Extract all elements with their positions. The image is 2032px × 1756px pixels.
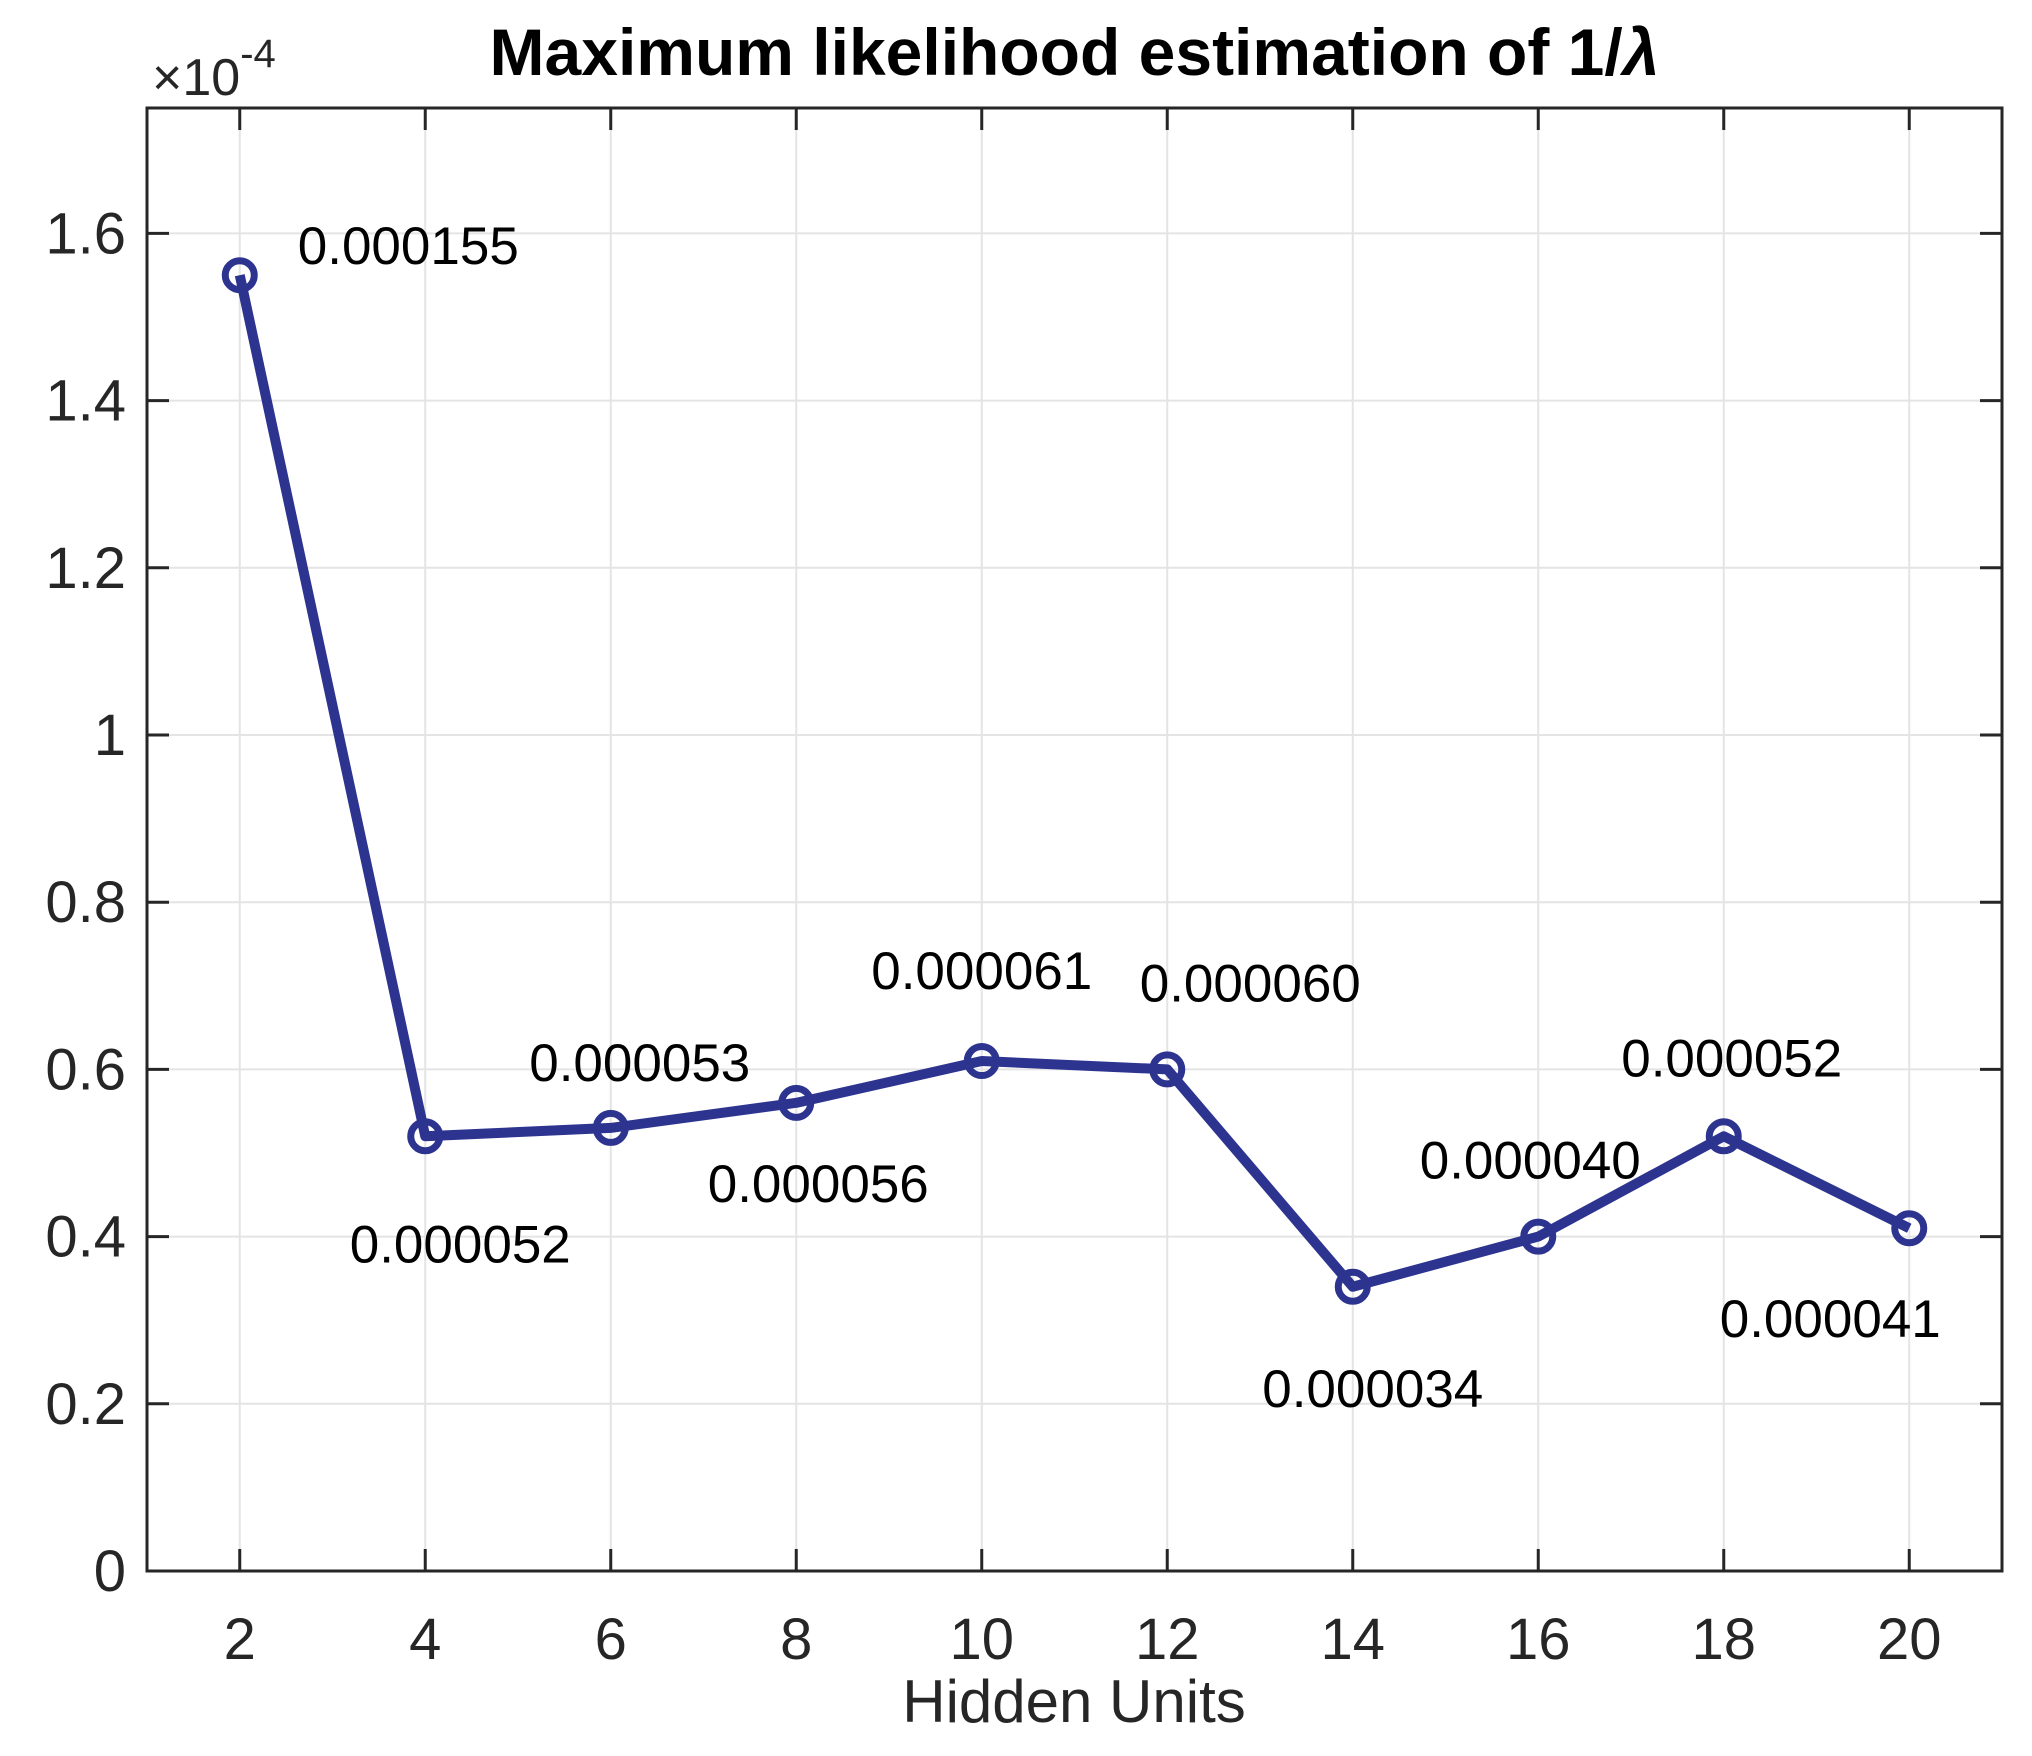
y-tick-label: 0.8 bbox=[45, 870, 126, 935]
x-tick-label: 6 bbox=[595, 1607, 627, 1672]
y-tick-label: 1 bbox=[94, 703, 126, 768]
x-tick-label: 4 bbox=[409, 1607, 441, 1672]
x-tick-label: 8 bbox=[780, 1607, 812, 1672]
point-value-label: 0.000155 bbox=[298, 217, 519, 276]
y-tick-label: 0 bbox=[94, 1539, 126, 1604]
y-tick-label: 0.4 bbox=[45, 1205, 126, 1270]
y-axis-exponent-label: ×10-4 bbox=[152, 32, 276, 107]
grid bbox=[147, 108, 2002, 1571]
data-point-marker bbox=[1334, 1268, 1371, 1305]
chart-title: Maximum likelihood estimation of 1/λ bbox=[147, 14, 2002, 90]
axes-box bbox=[145, 106, 2004, 1573]
data-point-marker bbox=[592, 1109, 629, 1146]
point-value-label: 0.000052 bbox=[1621, 1029, 1842, 1088]
y-tick-label: 1.6 bbox=[45, 201, 126, 266]
data-point-marker bbox=[407, 1118, 444, 1155]
y-tick-label: 1.4 bbox=[45, 369, 126, 434]
point-value-label: 0.000052 bbox=[350, 1215, 571, 1274]
point-value-label: 0.000041 bbox=[1720, 1290, 1941, 1349]
point-labels: 0.000155 0.000052 0.000053 0.000056 0.000061… bbox=[298, 217, 1941, 1419]
data-line bbox=[234, 274, 1912, 1292]
x-tick-label: 18 bbox=[1691, 1607, 1756, 1672]
x-tick-label: 14 bbox=[1320, 1607, 1385, 1672]
x-axis-label: Hidden Units bbox=[902, 1668, 1246, 1735]
point-value-label: 0.000060 bbox=[1140, 954, 1361, 1013]
x-tick-label: 10 bbox=[949, 1607, 1014, 1672]
point-value-label: 0.000061 bbox=[871, 942, 1092, 1001]
x-tick-label: 12 bbox=[1135, 1607, 1200, 1672]
point-value-label: 0.000053 bbox=[529, 1034, 750, 1093]
y-tick-label: 1.2 bbox=[45, 536, 126, 601]
y-exponent-power: -4 bbox=[240, 32, 276, 76]
x-tick-label: 20 bbox=[1877, 1607, 1942, 1672]
data-point-marker bbox=[1149, 1051, 1186, 1088]
point-value-label: 0.000056 bbox=[708, 1155, 929, 1214]
y-tick-label: 0.6 bbox=[45, 1037, 126, 1102]
data-point-marker bbox=[1520, 1218, 1557, 1255]
data-markers bbox=[221, 257, 1928, 1305]
chart-title-lambda-symbol: λ bbox=[1622, 15, 1660, 89]
point-value-label: 0.000034 bbox=[1262, 1360, 1483, 1419]
data-point-marker bbox=[221, 257, 258, 294]
x-tick-label: 2 bbox=[224, 1607, 256, 1672]
data-point-marker bbox=[963, 1043, 1000, 1080]
data-point-marker bbox=[1705, 1118, 1742, 1155]
data-point-marker bbox=[1891, 1210, 1928, 1247]
tick-labels: 2 4 6 8 10 12 14 16 18 20 0 0.2 0.4 0.6 0.8 1 1.2 1.4 1.6 bbox=[45, 201, 1941, 1672]
y-exponent-base: ×10 bbox=[152, 49, 240, 107]
chart-title-text: Maximum likelihood estimation of 1/ bbox=[489, 15, 1623, 89]
y-tick-label: 0.2 bbox=[45, 1372, 126, 1437]
point-value-label: 0.000040 bbox=[1420, 1132, 1641, 1191]
data-point-marker bbox=[778, 1084, 815, 1121]
x-tick-label: 16 bbox=[1506, 1607, 1571, 1672]
